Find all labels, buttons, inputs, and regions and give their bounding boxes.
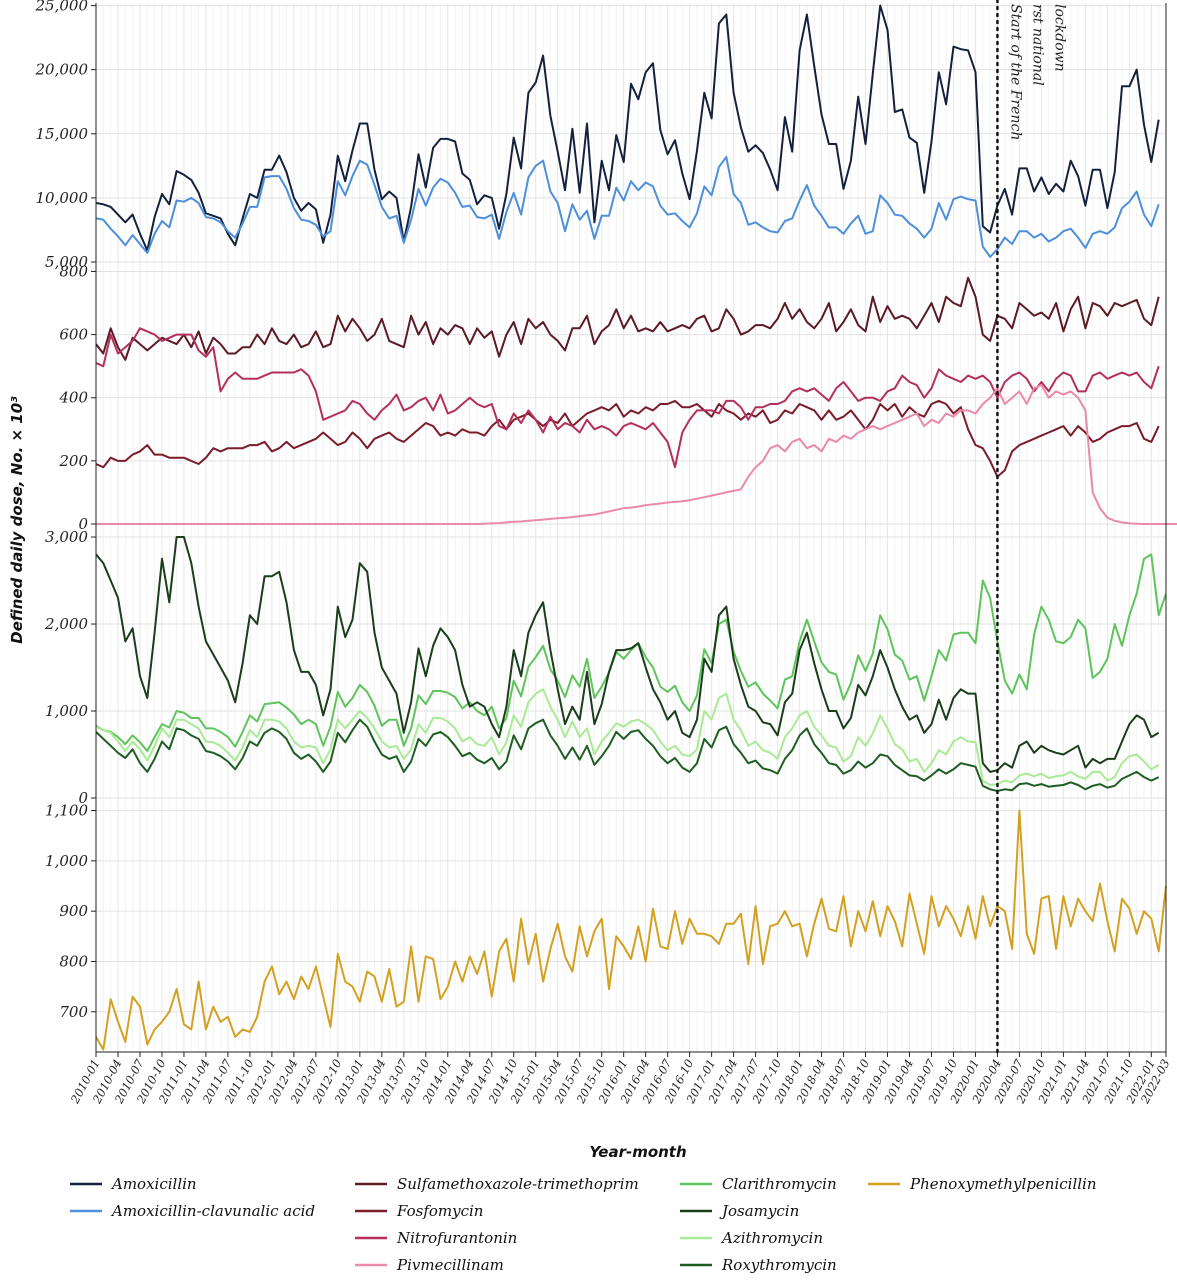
series-line-nitrofurantonin (95, 327, 1160, 469)
y-tick-label: 5,000 (45, 253, 88, 271)
y-tick-label: 15,000 (36, 125, 89, 143)
legend-item: Phenoxymethylpenicillin (868, 1175, 1097, 1193)
legend: Amoxicillin Amoxicillin-clavunalic acid Su… (70, 1175, 1097, 1274)
legend-label: Azithromycin (720, 1229, 823, 1247)
legend-label: Phenoxymethylpenicillin (909, 1175, 1097, 1193)
legend-item: Clarithromycin (680, 1175, 837, 1193)
y-tick-label: 1,000 (45, 852, 88, 870)
legend-label: Amoxicillin (110, 1175, 197, 1193)
series-line-azithromycin (95, 688, 1160, 786)
y-tick-label: 800 (59, 952, 88, 970)
legend-label: Josamycin (719, 1202, 799, 1220)
y-axis-title: Defined daily dose, No. × 10³ (8, 396, 26, 644)
annotation-layer: Start of the French rst national lockdown (996, 0, 1067, 1054)
legend-label: Pivmecillinam (396, 1256, 504, 1274)
legend-item: Roxythromycin (680, 1256, 837, 1274)
y-tick-label: 700 (59, 1003, 88, 1021)
x-axis-title: Year-month (589, 1143, 686, 1161)
legend-item: Pivmecillinam (355, 1256, 504, 1274)
series-line-clarithromycin (95, 553, 1167, 752)
legend-label: Nitrofurantonin (396, 1229, 517, 1247)
series-line-amoxicillin-clavunalic-acid (95, 155, 1160, 258)
legend-item: Fosfomycin (355, 1202, 483, 1220)
y-tick-label: 3,000 (45, 528, 88, 546)
y-tick-label: 2,000 (44, 615, 88, 633)
lockdown-annotation-line: lockdown (1051, 4, 1067, 72)
series-line-pivmecillinam (96, 384, 1177, 525)
y-tick-label: 800 (59, 262, 88, 280)
legend-item: Sulfamethoxazole-trimethoprim (355, 1175, 639, 1193)
legend-item: Amoxicillin (70, 1175, 197, 1193)
y-tick-label: 1,100 (45, 802, 88, 820)
grid-layer (95, 3, 1167, 1053)
series-line-amoxicillin (95, 4, 1160, 252)
legend-label: Fosfomycin (396, 1202, 483, 1220)
y-tick-label: 25,000 (35, 0, 89, 15)
legend-item: Amoxicillin-clavunalic acid (70, 1202, 315, 1220)
lockdown-annotation-line: Start of the French (1007, 4, 1023, 140)
legend-item: Josamycin (680, 1202, 799, 1220)
series-line-phenoxymethylpenicillin (95, 809, 1167, 1051)
y-tick-label: 400 (58, 389, 88, 407)
y-tick-label: 200 (58, 452, 88, 470)
legend-label: Sulfamethoxazole-trimethoprim (397, 1175, 639, 1193)
lockdown-annotation-line: rst national (1029, 4, 1045, 86)
legend-label: Roxythromycin (721, 1256, 837, 1274)
y-tick-label: 900 (59, 902, 88, 920)
y-tick-label: 0 (78, 515, 88, 533)
series-line-fosfomycin (95, 399, 1160, 478)
series-line-josamycin (95, 536, 1160, 773)
series-line-sulfamethoxazole-trimethoprim (95, 276, 1160, 361)
series-layer (95, 4, 1177, 1051)
y-tick-label: 600 (59, 326, 88, 344)
legend-item: Azithromycin (680, 1229, 823, 1247)
legend-label: Amoxicillin-clavunalic acid (110, 1202, 315, 1220)
y-tick-label: 20,000 (35, 61, 89, 79)
y-tick-label: 1,000 (45, 702, 88, 720)
legend-item: Nitrofurantonin (355, 1229, 517, 1247)
legend-label: Clarithromycin (722, 1175, 837, 1193)
y-tick-label: 10,000 (36, 189, 89, 207)
series-line-roxythromycin (95, 718, 1160, 792)
y-tick-label: 0 (78, 789, 88, 807)
